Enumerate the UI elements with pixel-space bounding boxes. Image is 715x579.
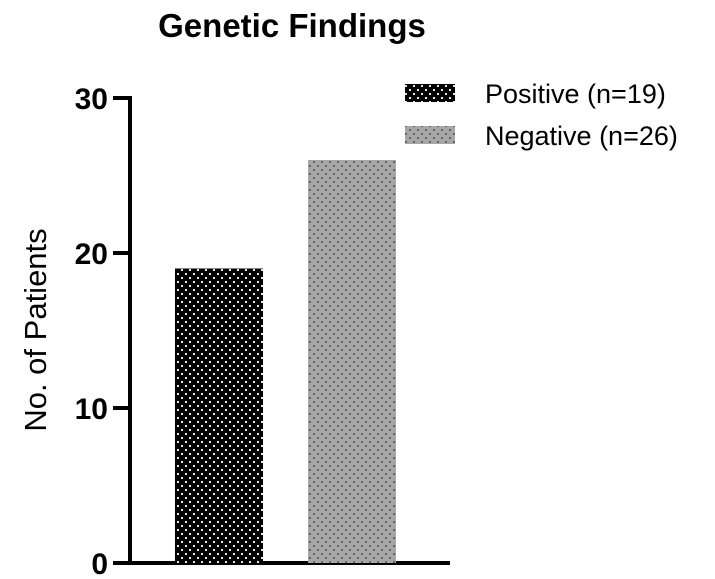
y-tick-label: 0 (91, 548, 108, 579)
bars (175, 160, 396, 563)
legend-label-negative: Negative (n=26) (485, 121, 678, 151)
y-tick-label: 20 (75, 238, 108, 271)
y-tick-label: 10 (75, 393, 108, 426)
legend-swatch-positive (405, 84, 455, 102)
legend-swatch-negative (405, 126, 455, 144)
y-axis-label: No. of Patients (18, 228, 53, 431)
bar-positive (175, 268, 263, 563)
bar-negative (308, 160, 396, 563)
y-tick-label: 30 (75, 83, 108, 116)
chart-title: Genetic Findings (158, 7, 426, 44)
legend: Positive (n=19) Negative (n=26) (405, 79, 678, 151)
legend-label-positive: Positive (n=19) (485, 79, 666, 109)
